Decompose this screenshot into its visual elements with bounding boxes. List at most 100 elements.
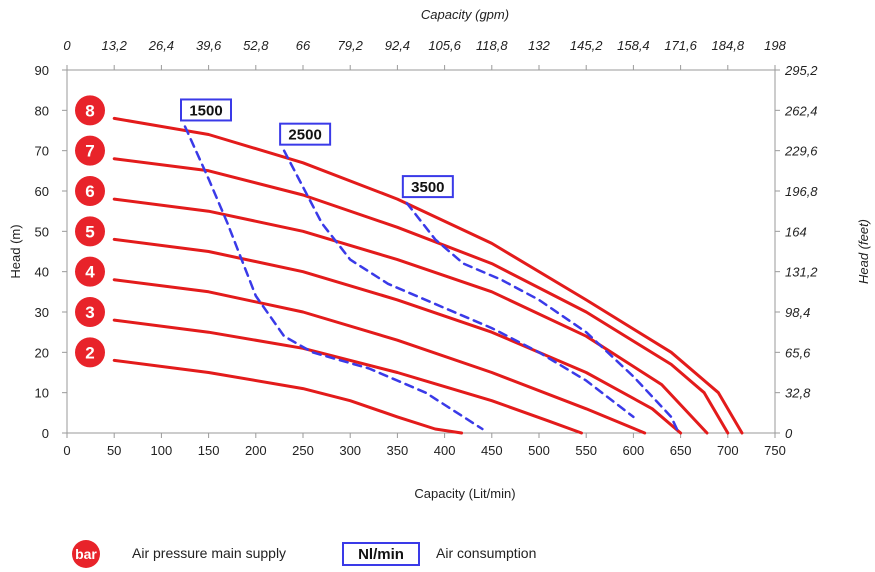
x2-tick-label: 39,6 [196,38,222,53]
legend-box-text: Nl/min [358,546,404,563]
y-tick-label: 10 [35,386,49,401]
air-label-text: 2500 [288,127,321,144]
series-layer [112,116,744,435]
y2-tick-label: 131,2 [785,265,818,280]
pressure-badge-7: 7 [75,135,105,166]
pressure-badge-label: 4 [85,263,95,282]
x-tick-label: 550 [575,443,597,458]
right-axis-title: Head (feet) [856,219,871,284]
air-label-text: 1500 [189,102,222,119]
pressure-badge-3: 3 [75,297,105,327]
pressure-curve-5 [112,237,683,435]
right-axis-ticks: 0 32,8 65,6 98,4 131,2 164 196,8 229,6 262,4 295,… [775,63,818,441]
x-tick-label: 50 [107,443,121,458]
x-tick-label: 700 [717,443,739,458]
y2-tick-label: 262,4 [784,103,818,118]
pressure-curve-2 [112,358,464,435]
x2-tick-label: 145,2 [570,38,603,53]
x-tick-label: 200 [245,443,267,458]
y-tick-label: 0 [42,426,49,441]
air-label-1500: 1500 [180,98,232,122]
air-label-box [180,98,232,122]
bottom-axis-title: Capacity (Lit/min) [414,486,515,501]
x-tick-label: 350 [387,443,409,458]
y2-tick-label: 196,8 [785,184,818,199]
y-tick-label: 30 [35,305,49,320]
x2-tick-label: 184,8 [712,38,745,53]
y2-tick-label: 229,6 [784,144,818,159]
top-axis-ticks: 0 13,2 26,4 39,6 52,8 66 79,2 92,4 105,6 118,8 132… [63,38,787,70]
x2-tick-label: 198 [764,38,786,53]
air-label-2500: 2500 [279,122,332,146]
left-axis-title: Head (m) [8,224,23,278]
pressure-curve-3 [112,318,583,435]
y2-tick-label: 65,6 [785,345,811,360]
x-tick-label: 250 [292,443,314,458]
pressure-badge-label: 5 [85,222,94,241]
y-tick-label: 90 [35,63,49,78]
y-tick-label: 80 [35,103,49,118]
left-axis-ticks: 0 10 20 30 40 50 60 70 80 90 [35,63,67,441]
y-tick-label: 40 [35,265,49,280]
air-consumption-labels: 1500 2500 3500 [180,98,454,199]
top-axis-title: Capacity (gpm) [421,7,509,22]
y2-tick-label: 0 [785,426,793,441]
legend-box-icon [342,542,420,566]
pressure-badge-label: 8 [85,101,94,120]
pressure-badge-label: 7 [85,142,94,161]
y2-tick-label: 164 [785,224,807,239]
y-tick-label: 70 [35,144,49,159]
air-curve-3500 [405,201,680,435]
y2-tick-label: 295,2 [784,63,818,78]
x-tick-label: 300 [339,443,361,458]
legend-badge-icon [72,540,100,568]
x-tick-label: 600 [623,443,645,458]
x2-tick-label: 13,2 [102,38,128,53]
y-tick-label: 50 [35,224,49,239]
air-label-box [279,122,332,146]
bottom-axis-ticks: 0 50 100 150 200 250 300 350 400 450 500 550 600 650 7… [63,433,786,458]
pressure-badge-label: 2 [85,343,94,362]
pressure-curve-8 [112,116,744,435]
x-tick-label: 650 [670,443,692,458]
x2-tick-label: 171,6 [664,38,697,53]
x2-tick-label: 0 [63,38,71,53]
y-tick-label: 20 [35,345,49,360]
plot-frame [66,69,776,434]
pressure-badge-5: 5 [75,216,105,247]
air-label-3500: 3500 [401,175,454,199]
x2-tick-label: 105,6 [428,38,461,53]
x2-tick-label: 118,8 [476,38,508,53]
x2-tick-label: 52,8 [243,38,269,53]
x-tick-label: 400 [434,443,456,458]
pressure-badge-circle [75,256,105,287]
air-label-text: 3500 [411,179,444,196]
x2-tick-label: 92,4 [385,38,410,53]
x2-tick-label: 132 [528,38,550,53]
legend-badge-text: bar [75,546,97,562]
pressure-badge-circle [75,337,105,368]
x-tick-label: 750 [764,443,786,458]
legend-box-desc: Air consumption [436,545,536,561]
air-curve-1500 [183,125,484,431]
x2-tick-label: 26,4 [148,38,174,53]
legend-badge-desc: Air pressure main supply [132,545,286,561]
pressure-badge-8: 8 [75,95,105,126]
y2-tick-label: 32,8 [785,386,811,401]
pressure-curve-6 [112,197,709,435]
legend: bar Air pressure main supply Nl/min Air … [72,540,536,568]
pressure-badge-label: 6 [85,182,94,201]
pressure-badge-circle [75,216,105,247]
x2-tick-label: 66 [296,38,311,53]
air-curve-2500 [282,149,635,419]
y2-tick-label: 98,4 [785,305,810,320]
pressure-badge-2: 2 [75,337,105,368]
pressure-badge-label: 3 [85,303,94,322]
x2-tick-label: 158,4 [617,38,650,53]
pressure-badge-circle [75,176,105,206]
air-label-box [401,175,454,199]
x-tick-label: 100 [151,443,173,458]
x2-tick-label: 79,2 [338,38,364,53]
x-tick-label: 0 [63,443,70,458]
